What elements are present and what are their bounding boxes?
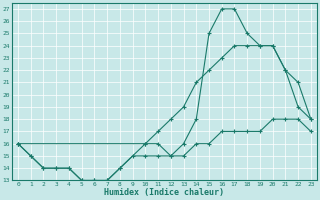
X-axis label: Humidex (Indice chaleur): Humidex (Indice chaleur) [104,188,224,197]
